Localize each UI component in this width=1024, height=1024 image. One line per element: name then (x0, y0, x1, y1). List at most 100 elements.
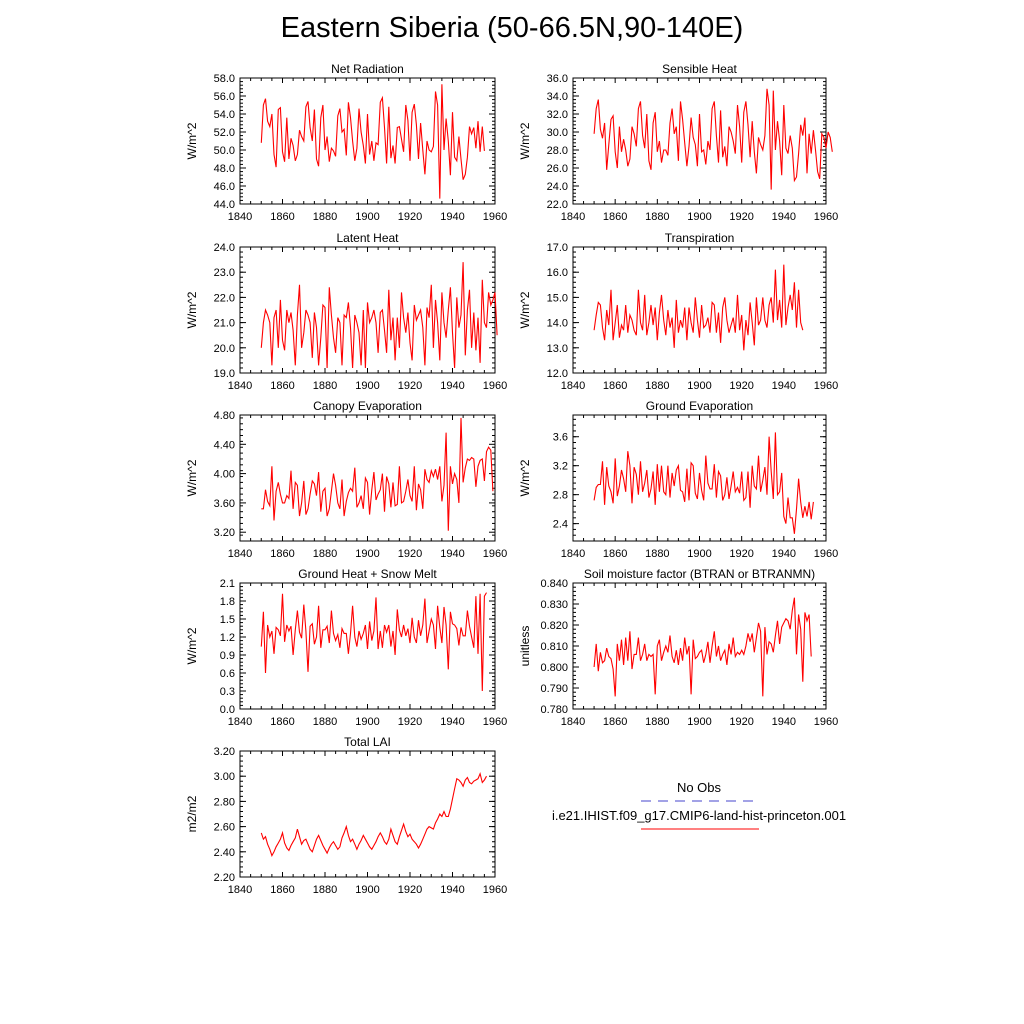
y-axis-label: m2/m2 (185, 795, 199, 832)
y-tick-label: 14.0 (547, 318, 568, 330)
y-tick-label: 58.0 (214, 73, 235, 85)
y-axis-label: W/m^2 (518, 122, 532, 159)
y-tick-label: 0.790 (540, 683, 568, 695)
x-tick-label: 1940 (772, 380, 796, 392)
x-tick-label: 1880 (313, 716, 337, 728)
panel-title: Sensible Heat (662, 62, 737, 76)
panel-title: Ground Heat + Snow Melt (298, 567, 437, 581)
x-tick-label: 1840 (228, 380, 252, 392)
y-axis-label: W/m^2 (518, 459, 532, 496)
y-tick-label: 0.780 (540, 704, 568, 716)
y-tick-label: 3.6 (553, 432, 568, 444)
panel-4: Transpiration W/m^2 1840 1860 1880 1900 1920 19… (518, 231, 838, 392)
y-tick-label: 28.0 (547, 145, 568, 157)
y-tick-label: 22.0 (214, 292, 235, 304)
series-line (260, 592, 487, 692)
y-tick-label: 0.820 (540, 620, 568, 632)
x-tick-label: 1900 (687, 211, 711, 223)
plot-frame (239, 750, 496, 878)
series-line (593, 264, 804, 351)
panels: Net Radiation W/m^2 1840 1860 1880 1900 1920 19… (185, 62, 838, 896)
x-tick-label: 1900 (687, 716, 711, 728)
y-axis-label: W/m^2 (518, 291, 532, 328)
y-tick-label: 1.8 (220, 596, 235, 608)
panel-5: Canopy Evaporation W/m^2 1840 1860 1880 1900 1… (185, 399, 507, 560)
y-axis-label: W/m^2 (185, 122, 199, 159)
y-tick-label: 24.0 (214, 242, 235, 254)
panel-title: Canopy Evaporation (313, 399, 422, 413)
x-tick-label: 1840 (561, 716, 585, 728)
y-tick-label: 24.0 (547, 181, 568, 193)
y-tick-label: 13.0 (547, 343, 568, 355)
x-tick-label: 1840 (228, 716, 252, 728)
y-tick-label: 17.0 (547, 242, 568, 254)
x-tick-label: 1880 (313, 548, 337, 560)
panel-2: Sensible Heat W/m^2 1840 1860 1880 1900 1920 19… (518, 62, 838, 223)
y-tick-label: 0.3 (220, 686, 235, 698)
series-line (593, 88, 833, 190)
x-tick-label: 1900 (355, 548, 379, 560)
x-tick-label: 1860 (270, 548, 294, 560)
x-tick-label: 1900 (355, 211, 379, 223)
panel-7: Ground Heat + Snow Melt W/m^2 1840 1860 1880… (185, 567, 507, 728)
x-tick-label: 1860 (270, 884, 294, 896)
x-tick-label: 1880 (645, 211, 669, 223)
x-tick-label: 1940 (772, 716, 796, 728)
y-tick-label: 12.0 (547, 368, 568, 380)
panel-title: Total LAI (344, 735, 391, 749)
x-tick-label: 1960 (814, 380, 838, 392)
x-tick-label: 1960 (483, 716, 507, 728)
y-tick-label: 2.8 (553, 490, 568, 502)
y-tick-label: 1.2 (220, 632, 235, 644)
x-tick-label: 1840 (561, 380, 585, 392)
y-tick-label: 1.5 (220, 614, 235, 626)
x-tick-label: 1960 (814, 716, 838, 728)
y-tick-label: 3.20 (214, 527, 235, 539)
x-tick-label: 1960 (814, 211, 838, 223)
x-tick-label: 1900 (687, 548, 711, 560)
x-tick-label: 1880 (313, 884, 337, 896)
x-tick-label: 1880 (313, 211, 337, 223)
x-tick-label: 1940 (440, 380, 464, 392)
y-tick-label: 2.4 (553, 519, 568, 531)
x-tick-label: 1940 (440, 716, 464, 728)
x-tick-label: 1960 (483, 548, 507, 560)
y-tick-label: 3.00 (214, 771, 235, 783)
x-tick-label: 1880 (645, 380, 669, 392)
series-line (260, 84, 485, 199)
y-tick-label: 2.20 (214, 872, 235, 884)
series-line (260, 262, 498, 369)
series-line (260, 771, 487, 857)
y-tick-label: 4.40 (214, 439, 235, 451)
y-tick-label: 3.60 (214, 498, 235, 510)
y-tick-label: 0.9 (220, 650, 235, 662)
x-tick-label: 1920 (398, 380, 422, 392)
x-tick-label: 1920 (398, 716, 422, 728)
y-axis-label: W/m^2 (185, 627, 199, 664)
y-tick-label: 3.20 (214, 746, 235, 758)
y-tick-label: 50.0 (214, 145, 235, 157)
y-tick-label: 2.80 (214, 796, 235, 808)
x-tick-label: 1860 (603, 380, 627, 392)
y-tick-label: 2.1 (220, 578, 235, 590)
y-tick-label: 2.60 (214, 822, 235, 834)
legend-model-label: i.e21.IHIST.f09_g17.CMIP6-land-hist-prin… (552, 808, 846, 823)
y-tick-label: 52.0 (214, 127, 235, 139)
x-tick-label: 1940 (440, 211, 464, 223)
x-tick-label: 1860 (270, 380, 294, 392)
x-tick-label: 1880 (313, 380, 337, 392)
series-line (261, 417, 494, 531)
y-tick-label: 19.0 (214, 368, 235, 380)
x-tick-label: 1940 (440, 548, 464, 560)
y-tick-label: 46.0 (214, 181, 235, 193)
x-tick-label: 1920 (729, 548, 753, 560)
y-tick-label: 36.0 (547, 73, 568, 85)
plot-frame (572, 582, 827, 710)
series-line (593, 597, 812, 697)
x-tick-label: 1880 (645, 548, 669, 560)
x-tick-label: 1920 (729, 716, 753, 728)
y-tick-label: 0.840 (540, 578, 568, 590)
panel-title: Ground Evaporation (646, 399, 753, 413)
panel-1: Net Radiation W/m^2 1840 1860 1880 1900 1920 19… (185, 62, 507, 223)
